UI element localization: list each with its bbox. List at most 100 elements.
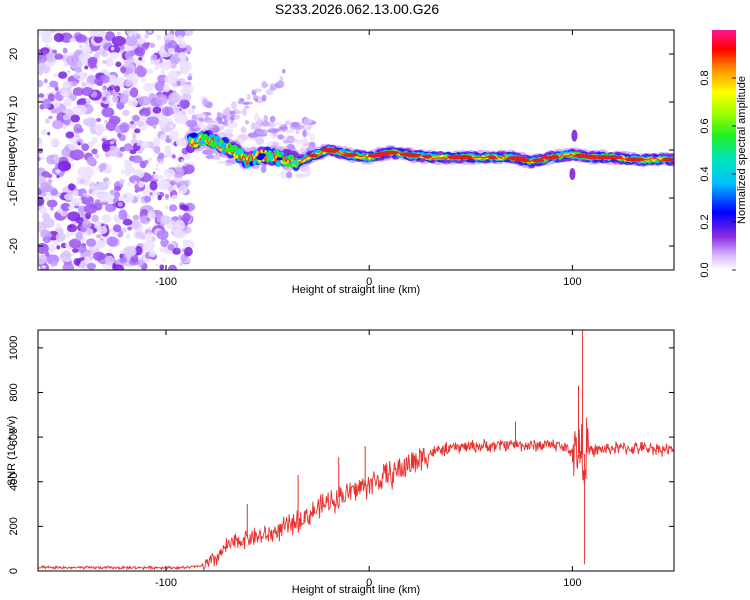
- noise-blob: [82, 51, 91, 60]
- noise-blob: [254, 98, 258, 102]
- noise-blob: [160, 133, 167, 141]
- noise-blob: [223, 111, 230, 116]
- ridge-hotspot: [550, 154, 560, 159]
- noise-blob: [162, 258, 166, 262]
- noise-blob: [177, 185, 188, 195]
- noise-blob: [128, 99, 138, 108]
- noise-blob: [167, 186, 174, 192]
- noise-blob: [144, 159, 149, 165]
- noise-blob: [95, 153, 100, 159]
- noise-blob: [88, 30, 99, 37]
- noise-blob: [49, 80, 59, 88]
- noise-blob: [167, 47, 175, 54]
- noise-blob: [109, 51, 120, 59]
- noise-blob: [181, 164, 195, 175]
- noise-blob: [44, 52, 58, 63]
- ridge-hotspot: [367, 153, 385, 158]
- colorbar-tick-label: 0.0: [699, 262, 711, 277]
- noise-blob: [101, 51, 108, 58]
- noise-blob: [47, 93, 55, 102]
- noise-blob: [154, 167, 160, 171]
- noise-blob: [269, 115, 276, 123]
- noise-blob: [115, 61, 122, 68]
- snr-series-line: [38, 417, 674, 571]
- noise-blob: [98, 191, 111, 203]
- ridge-hotspot: [585, 155, 600, 160]
- noise-blob: [246, 93, 251, 101]
- snr-x-axis-label: Height of straight line (km): [292, 584, 420, 596]
- noise-blob: [67, 70, 71, 74]
- noise-blob: [132, 135, 137, 140]
- noise-blob: [122, 109, 130, 117]
- noise-blob: [55, 169, 61, 174]
- noise-blob: [112, 264, 125, 270]
- noise-blob: [134, 245, 143, 256]
- noise-blob: [135, 231, 143, 238]
- noise-blob: [206, 123, 214, 129]
- snr-y-tick-label: 1000: [8, 336, 20, 360]
- colorbar-gradient: [712, 30, 736, 270]
- noise-blob: [170, 63, 177, 69]
- noise-blob: [120, 66, 127, 73]
- noise-blob: [42, 98, 51, 110]
- noise-blob: [109, 228, 114, 233]
- ridge-hotspot: [448, 155, 464, 160]
- noise-blob: [267, 128, 280, 134]
- snr-y-tick-label: 200: [8, 517, 20, 535]
- noise-blob: [276, 80, 285, 88]
- ridge-hotspot: [323, 148, 340, 153]
- noise-blob: [123, 143, 133, 152]
- noise-blob: [91, 148, 98, 155]
- noise-blob: [75, 231, 83, 241]
- noise-blob: [225, 106, 231, 113]
- noise-blob: [160, 215, 170, 226]
- noise-blob: [216, 116, 223, 122]
- ridge-hotspot: [307, 153, 319, 158]
- noise-blob: [127, 121, 137, 129]
- noise-blob: [250, 122, 256, 130]
- noise-blob: [176, 35, 184, 43]
- noise-blob: [46, 199, 58, 208]
- noise-blob: [58, 71, 68, 79]
- noise-blob: [119, 178, 125, 185]
- noise-blob: [148, 250, 157, 258]
- noise-blob: [102, 96, 107, 102]
- noise-blob: [297, 173, 307, 177]
- noise-blob: [135, 33, 141, 39]
- noise-blob: [123, 73, 128, 77]
- noise-blob: [165, 151, 173, 159]
- noise-blob: [110, 196, 114, 200]
- noise-blob: [231, 101, 237, 110]
- noise-blob: [187, 108, 195, 115]
- colorbar-tick-label: 0.4: [699, 166, 711, 181]
- noise-blob: [54, 86, 59, 92]
- noise-blob: [62, 114, 70, 121]
- noise-blob: [38, 97, 44, 103]
- noise-blob: [137, 69, 146, 78]
- noise-blob: [64, 193, 74, 201]
- noise-blob: [182, 30, 194, 36]
- noise-blob: [152, 136, 161, 146]
- noise-blob: [119, 122, 130, 133]
- noise-blob: [86, 156, 96, 166]
- noise-blob: [108, 74, 117, 82]
- noise-blob: [132, 114, 140, 122]
- noise-blob: [184, 246, 193, 257]
- noise-blob: [150, 60, 154, 65]
- noise-blob: [140, 59, 146, 64]
- noise-blob: [119, 45, 125, 50]
- noise-blob: [118, 209, 128, 221]
- noise-blob: [175, 248, 181, 252]
- noise-blob: [73, 123, 83, 134]
- spectral-ridge: [184, 68, 674, 180]
- noise-blob: [65, 232, 71, 238]
- noise-blob: [279, 126, 286, 130]
- noise-blob: [38, 183, 41, 189]
- noise-blob: [101, 138, 107, 142]
- noise-blob: [302, 129, 307, 138]
- noise-blob: [94, 123, 105, 135]
- spectrogram-y-tick-label: 10: [8, 96, 20, 108]
- noise-blob: [256, 131, 265, 135]
- noise-blob: [70, 114, 81, 123]
- noise-blob: [124, 79, 133, 87]
